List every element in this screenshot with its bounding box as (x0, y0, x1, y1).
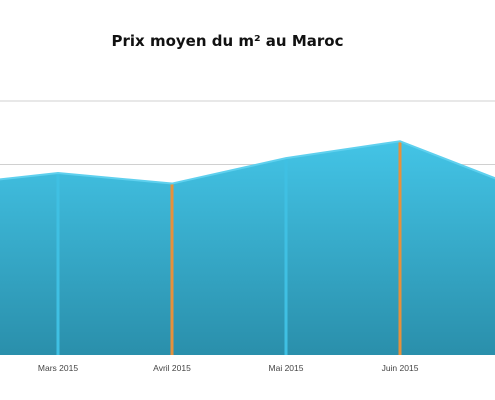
chart-title: Prix moyen du m² au Maroc (111, 32, 344, 50)
drop-lines (56, 141, 402, 355)
x-tick-label: Mars 2015 (38, 363, 78, 373)
x-tick-label: Juin 2015 (382, 363, 419, 373)
x-tick-label: Avril 2015 (153, 363, 191, 373)
x-tick-label: Mai 2015 (269, 363, 304, 373)
series-line (0, 140, 495, 185)
area-series (0, 141, 495, 355)
